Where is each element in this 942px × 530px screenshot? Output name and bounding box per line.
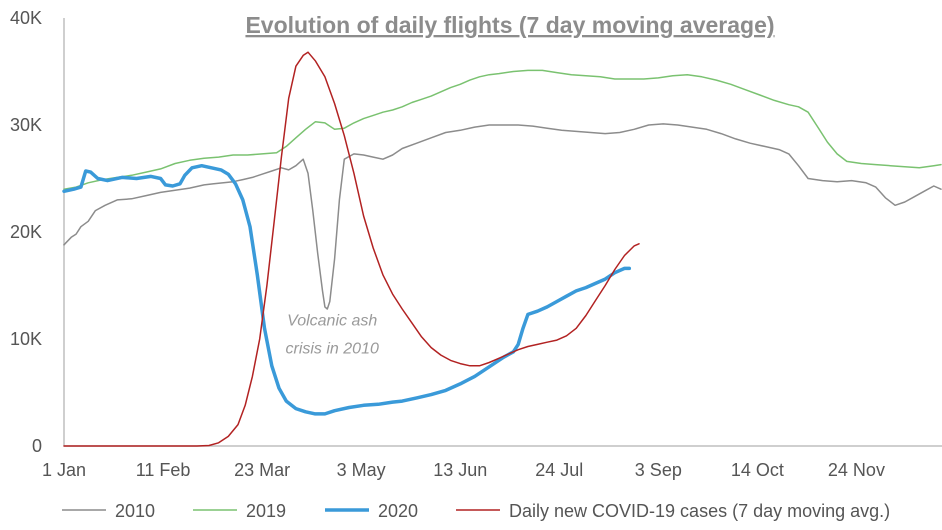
annotation: Volcanic ash crisis in 2010	[285, 312, 378, 357]
legend-label: 2019	[246, 501, 286, 521]
x-tick-label: 3 Sep	[635, 460, 682, 480]
series-line-1	[63, 69, 942, 190]
y-tick-label: 0	[32, 436, 42, 456]
x-tick-label: 1 Jan	[42, 460, 86, 480]
y-tick-label: 30K	[10, 115, 42, 135]
x-tick-label: 24 Nov	[828, 460, 885, 480]
x-tick-label: 11 Feb	[136, 460, 191, 480]
series-line-2	[62, 163, 632, 416]
series-layer	[62, 51, 942, 447]
legend: 2010 2019 2020 Daily new COVID-19 cases (7 …	[62, 501, 890, 521]
y-tick-label: 20K	[10, 222, 42, 242]
y-tick-label: 10K	[10, 329, 42, 349]
annotation-line: crisis in 2010	[285, 340, 378, 357]
x-axis-ticks: 1 Jan 11 Feb 23 Mar 3 May 13 Jun 24 Jul 3 Sep 1…	[42, 460, 885, 480]
legend-label: 2010	[115, 501, 155, 521]
x-tick-label: 14 Oct	[731, 460, 784, 480]
y-tick-label: 40K	[10, 8, 42, 28]
legend-label: 2020	[378, 501, 418, 521]
chart-title: Evolution of daily flights (7 day moving…	[245, 12, 774, 38]
series-line-0	[63, 123, 942, 310]
y-axis-ticks: 0 10K 20K 30K 40K	[10, 8, 42, 456]
x-tick-label: 24 Jul	[535, 460, 583, 480]
x-tick-label: 23 Mar	[234, 460, 290, 480]
legend-label: Daily new COVID-19 cases (7 day moving a…	[509, 501, 890, 521]
series-line-3	[63, 51, 640, 447]
annotation-line: Volcanic ash	[287, 312, 377, 329]
x-tick-label: 13 Jun	[433, 460, 487, 480]
x-tick-label: 3 May	[337, 460, 386, 480]
